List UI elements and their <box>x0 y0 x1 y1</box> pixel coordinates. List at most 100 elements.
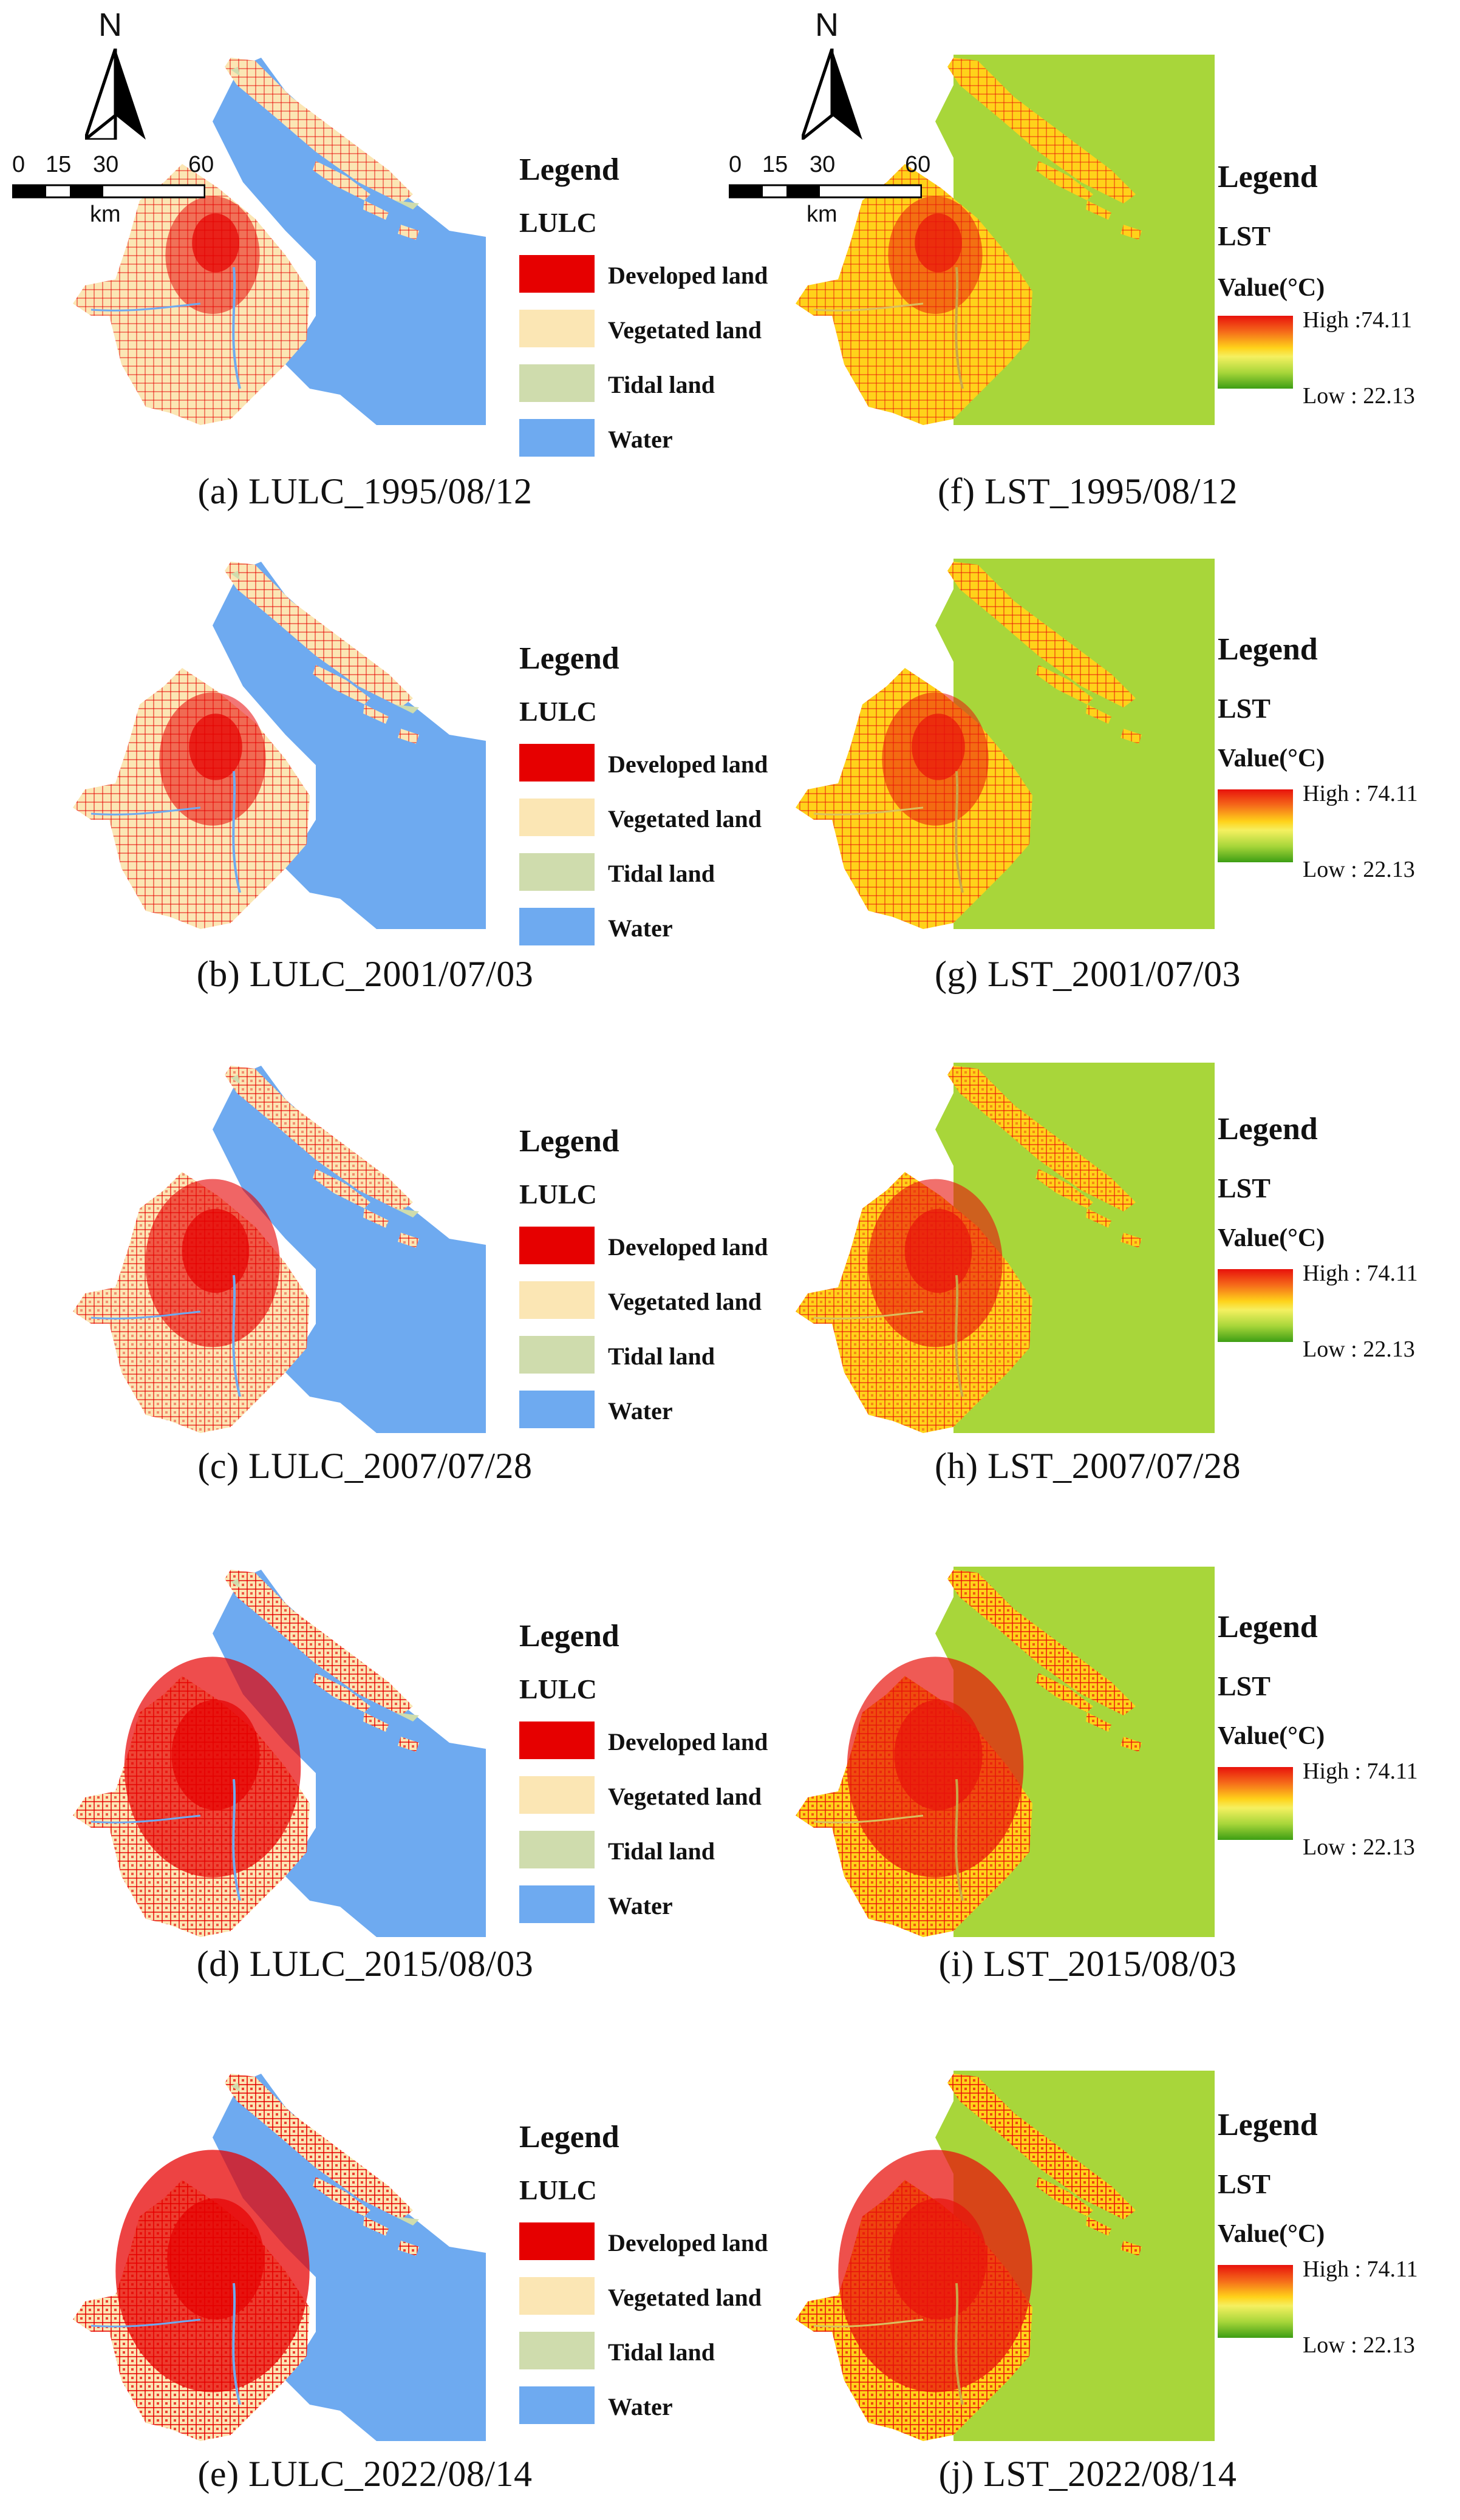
legend-label: Water <box>608 1397 673 1425</box>
lst-color-ramp <box>1218 316 1293 389</box>
panel-caption: (i) LST_2015/08/03 <box>938 1944 1237 1984</box>
legend-label: Water <box>608 426 673 453</box>
scale-tick-0: 0 <box>729 152 742 177</box>
swatch-tidal <box>519 1336 595 1374</box>
legend-low: Low : 22.13 <box>1303 1337 1415 1362</box>
legend-subtitle: LST <box>1218 220 1271 251</box>
legend-subtitle: LULC <box>519 1179 597 1210</box>
legend-title: Legend <box>519 1124 619 1159</box>
swatch-water <box>519 1391 595 1428</box>
legend-value-label: Value(°C) <box>1218 1722 1325 1750</box>
north-letter: N <box>98 7 122 43</box>
legend-subtitle: LST <box>1218 2168 1271 2199</box>
legend-title: Legend <box>1218 632 1318 667</box>
legend-label: Tidal land <box>608 371 715 398</box>
swatch-tidal <box>519 364 595 402</box>
lulc-map <box>73 1570 486 1937</box>
legend-label: Vegetated land <box>608 316 762 344</box>
scale-tick-15: 15 <box>46 152 72 177</box>
legend-label: Developed land <box>608 2229 768 2256</box>
legend-low: Low : 22.13 <box>1303 1834 1415 1860</box>
lulc-panel-a: N 0 15 30 60 km Legend LULC Deve <box>0 0 768 511</box>
scale-unit: km <box>807 202 837 227</box>
legend-label: Tidal land <box>608 1837 715 1865</box>
scale-bar-graphic <box>729 184 922 199</box>
panel-caption: (j) LST_2022/08/14 <box>938 2454 1237 2494</box>
panel-caption: (c) LULC_2007/07/28 <box>197 1446 533 1486</box>
legend-label: Vegetated land <box>608 2284 762 2311</box>
panel-caption: (a) LULC_1995/08/12 <box>197 471 533 511</box>
lulc-map <box>73 1066 486 1433</box>
panel-caption: (g) LST_2001/07/03 <box>935 954 1241 994</box>
lulc-map <box>73 58 486 425</box>
lulc-panel-c: Legend LULC Developed land Vegetated lan… <box>0 1008 768 1512</box>
lulc-panel-e: Legend LULC Developed land Vegetated lan… <box>0 2016 768 2520</box>
panel-caption: (b) LULC_2001/07/03 <box>196 954 534 994</box>
swatch-developed <box>519 255 595 293</box>
legend-label: Tidal land <box>608 2338 715 2366</box>
legend-value-label: Value(°C) <box>1218 744 1325 772</box>
legend-high: High : 74.11 <box>1303 2256 1418 2282</box>
lst-panel-i: Legend LST Value(°C) High : 74.11 Low : … <box>723 1512 1453 2016</box>
scale-bar-graphic <box>12 184 205 199</box>
legend-label: Water <box>608 1892 673 1919</box>
legend-value-label: Value(°C) <box>1218 1224 1325 1252</box>
legend-title: Legend <box>519 641 619 676</box>
legend-label: Water <box>608 914 673 942</box>
legend-subtitle: LST <box>1218 1173 1271 1204</box>
swatch-developed <box>519 1227 595 1264</box>
legend-subtitle: LST <box>1218 1670 1271 1701</box>
legend-title: Legend <box>519 1619 619 1653</box>
panel-caption: (h) LST_2007/07/28 <box>935 1446 1241 1486</box>
swatch-developed <box>519 1721 595 1759</box>
lst-panel-g: Legend LST Value(°C) High : 74.11 Low : … <box>723 504 1453 1008</box>
legend-subtitle: LULC <box>519 207 597 238</box>
legend-label: Developed land <box>608 262 768 289</box>
legend-high: High : 74.11 <box>1303 1261 1418 1286</box>
swatch-water <box>519 2386 595 2424</box>
swatch-vegetated <box>519 2277 595 2315</box>
legend-low: Low : 22.13 <box>1303 383 1415 409</box>
legend-high: High : 74.11 <box>1303 1759 1418 1784</box>
swatch-water <box>519 1885 595 1923</box>
scale-tick-15: 15 <box>762 152 788 177</box>
legend-title: Legend <box>519 152 619 187</box>
scale-unit: km <box>90 202 121 227</box>
lst-map <box>796 55 1215 425</box>
legend-high: High :74.11 <box>1303 307 1413 333</box>
legend-subtitle: LST <box>1218 693 1271 724</box>
legend-value-label: Value(°C) <box>1218 2220 1325 2248</box>
scale-tick-0: 0 <box>12 152 26 177</box>
swatch-tidal <box>519 1831 595 1868</box>
legend-label: Tidal land <box>608 860 715 887</box>
panel-caption: (e) LULC_2022/08/14 <box>197 2454 533 2494</box>
legend-title: Legend <box>1218 2108 1318 2142</box>
swatch-vegetated <box>519 310 595 347</box>
swatch-developed <box>519 2222 595 2260</box>
scale-tick-60: 60 <box>905 152 931 177</box>
scale-tick-60: 60 <box>188 152 214 177</box>
legend-label: Water <box>608 2393 673 2420</box>
legend-label: Developed land <box>608 751 768 778</box>
lulc-panel-b: Legend LULC Developed land Vegetated lan… <box>0 504 768 1008</box>
lst-map <box>796 2071 1215 2441</box>
legend-low: Low : 22.13 <box>1303 857 1415 882</box>
legend-low: Low : 22.13 <box>1303 2332 1415 2358</box>
lulc-panel-d: Legend LULC Developed land Vegetated lan… <box>0 1512 768 2016</box>
legend-subtitle: LULC <box>519 1674 597 1704</box>
scale-tick-30: 30 <box>810 152 836 177</box>
swatch-tidal <box>519 2332 595 2369</box>
legend-subtitle: LULC <box>519 696 597 727</box>
lst-map <box>796 559 1215 929</box>
north-letter: N <box>815 7 839 43</box>
lst-panel-f: N 0 15 30 60 km Legend LST Value(°C) Hig… <box>723 0 1453 511</box>
legend-title: Legend <box>1218 160 1318 194</box>
swatch-developed <box>519 744 595 782</box>
lst-color-ramp <box>1218 2265 1293 2338</box>
legend-value-label: Value(°C) <box>1218 274 1325 302</box>
swatch-vegetated <box>519 1281 595 1319</box>
panel-caption: (d) LULC_2015/08/03 <box>196 1944 534 1984</box>
lst-panel-h: Legend LST Value(°C) High : 74.11 Low : … <box>723 1008 1453 1512</box>
north-arrow-icon <box>85 49 146 140</box>
legend-label: Vegetated land <box>608 1783 762 1810</box>
